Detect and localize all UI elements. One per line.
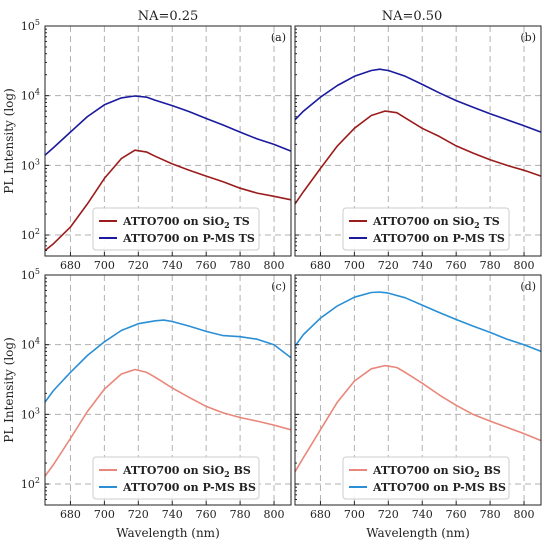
legend-entry-2: ATTO700 on P-MS TS — [122, 232, 255, 245]
x-tick-label: 720 — [378, 508, 399, 521]
x-tick-label: 680 — [310, 508, 331, 521]
y-tick-label: 102 — [21, 227, 40, 242]
legend-entry-1: ATTO700 on SiO2 TS — [372, 215, 500, 230]
y-tick-label: 105 — [21, 267, 40, 282]
legend: ATTO700 on SiO2 TS ATTO700 on P-MS TS — [92, 207, 260, 251]
y-tick-label: 104 — [21, 337, 40, 352]
series-line-2 — [44, 95, 292, 156]
panel-d: 680 700 720 740 760 780 800 Wavelength (nm) (d) A… — [294, 274, 542, 540]
legend-box — [92, 456, 260, 500]
series-line-1 — [294, 110, 542, 205]
series-line-2 — [44, 319, 292, 403]
x-tick-label: 740 — [412, 508, 433, 521]
legend-entry-1: ATTO700 on SiO2 TS — [122, 215, 250, 230]
legend-entry-2: ATTO700 on P-MS BS — [122, 481, 256, 494]
x-tick-label: 780 — [230, 259, 251, 272]
series-line-2 — [294, 291, 542, 353]
x-axis-label: Wavelength (nm) — [116, 526, 220, 540]
y-tick-label: 103 — [21, 406, 40, 421]
plot-frame — [294, 274, 542, 506]
panel-a: 680 700 720 740 760 780 800 102 103 104 105 PL Inte… — [2, 18, 292, 272]
legend-box — [342, 456, 510, 500]
plot-frame — [44, 274, 292, 506]
x-tick-label: 720 — [378, 259, 399, 272]
plot-frame — [44, 25, 292, 257]
legend: ATTO700 on SiO2 BS ATTO700 on P-MS BS — [92, 456, 260, 500]
x-tick-label: 780 — [480, 259, 501, 272]
legend-box — [92, 207, 260, 251]
x-tick-label: 760 — [196, 259, 217, 272]
panel-letter: (c) — [271, 280, 286, 293]
x-tick-label: 800 — [514, 508, 535, 521]
x-tick-label: 800 — [514, 259, 535, 272]
legend: ATTO700 on SiO2 TS ATTO700 on P-MS TS — [342, 207, 510, 251]
x-tick-label: 780 — [480, 508, 501, 521]
plot-frame — [294, 25, 542, 257]
y-tick-label: 102 — [21, 476, 40, 491]
x-tick-label: 680 — [310, 259, 331, 272]
legend-entry-2: ATTO700 on P-MS BS — [372, 481, 506, 494]
x-axis-label: Wavelength (nm) — [366, 526, 470, 540]
series-line-2 — [294, 68, 542, 133]
x-tick-label: 740 — [162, 259, 183, 272]
y-axis-label: PL Intensity (log) — [2, 337, 16, 443]
panel-letter: (d) — [520, 280, 536, 293]
y-axis-label: PL Intensity (log) — [2, 88, 16, 194]
x-tick-label: 760 — [446, 508, 467, 521]
series-line-1 — [294, 364, 542, 473]
column-title-right: NA=0.50 — [382, 9, 443, 24]
y-tick-label: 105 — [21, 18, 40, 33]
legend-entry-1: ATTO700 on SiO2 BS — [122, 464, 251, 479]
x-tick-label: 740 — [412, 259, 433, 272]
x-tick-label: 740 — [162, 508, 183, 521]
panel-b: 680 700 720 740 760 780 800 (b) ATTO700 on SiO2 … — [294, 25, 542, 272]
x-tick-label: 700 — [344, 259, 365, 272]
panels: 680 700 720 740 760 780 800 102 103 104 105 PL Inte… — [2, 18, 542, 540]
legend-box — [342, 207, 510, 251]
panel-c: 680 700 720 740 760 780 800 102 103 104 105 PL Inte… — [2, 267, 292, 540]
series-line-1 — [44, 368, 292, 477]
x-tick-label: 780 — [230, 508, 251, 521]
x-tick-label: 800 — [264, 508, 285, 521]
x-tick-label: 720 — [128, 508, 149, 521]
x-tick-label: 720 — [128, 259, 149, 272]
x-tick-label: 680 — [60, 508, 81, 521]
x-tick-label: 700 — [344, 508, 365, 521]
legend: ATTO700 on SiO2 BS ATTO700 on P-MS BS — [342, 456, 510, 500]
x-tick-label: 760 — [196, 508, 217, 521]
y-tick-label: 103 — [21, 157, 40, 172]
legend-entry-1: ATTO700 on SiO2 BS — [372, 464, 501, 479]
x-tick-label: 700 — [94, 259, 115, 272]
legend-entry-2: ATTO700 on P-MS TS — [372, 232, 505, 245]
x-tick-label: 800 — [264, 259, 285, 272]
series-line-1 — [44, 149, 292, 252]
y-tick-label: 104 — [21, 88, 40, 103]
panel-letter: (b) — [520, 31, 536, 44]
x-tick-label: 680 — [60, 259, 81, 272]
x-tick-label: 700 — [94, 508, 115, 521]
panel-letter: (a) — [271, 31, 286, 44]
x-tick-label: 760 — [446, 259, 467, 272]
column-title-left: NA=0.25 — [138, 9, 199, 24]
